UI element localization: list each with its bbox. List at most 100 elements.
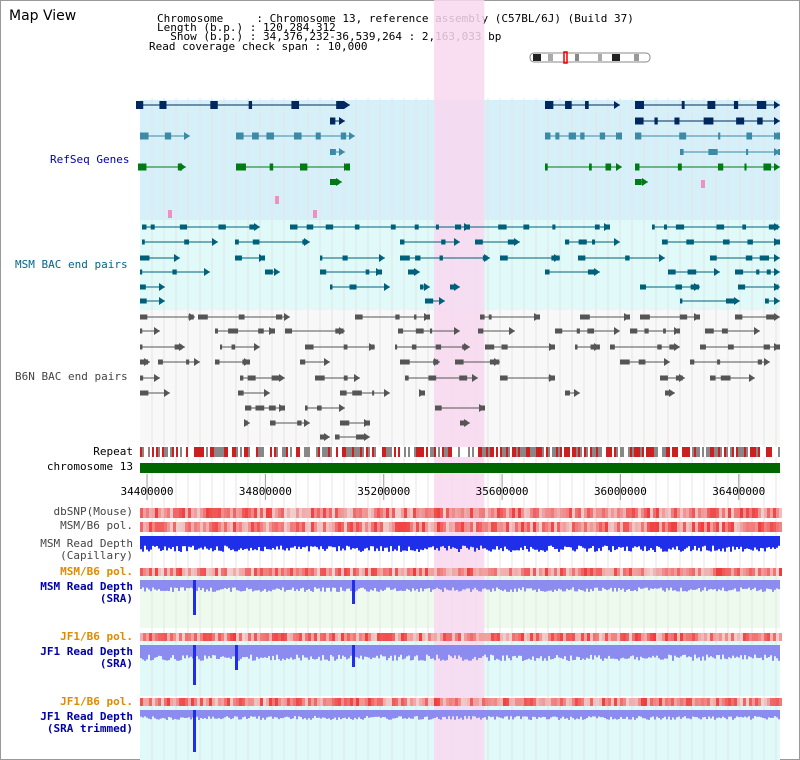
b6n-bac-pair-exon xyxy=(340,390,347,396)
repeat-segment xyxy=(758,447,760,457)
repeat-segment xyxy=(754,447,756,457)
jf1-b6-pol-heat-2 xyxy=(386,698,389,706)
jf1-b6-pol-heat xyxy=(749,633,752,641)
dbsnp-heat xyxy=(491,508,494,518)
msm-capillary-depth xyxy=(342,536,344,549)
msm-b6-pol-heat-2 xyxy=(263,568,266,576)
dbsnp-heat xyxy=(536,508,539,518)
jf1-b6-pol-heat-2 xyxy=(674,698,677,706)
msm-sra-depth xyxy=(528,580,530,589)
repeat-segment xyxy=(400,447,402,457)
msm-capillary-depth xyxy=(586,536,588,552)
jf1-b6-pol-heat-2 xyxy=(614,698,617,706)
jf1-sra-depth xyxy=(578,645,580,658)
msm-bac-pair-exon xyxy=(320,269,327,275)
msm-capillary-depth xyxy=(714,536,716,551)
track-label-msm-read-depth-sra[interactable]: MSM Read Depth xyxy=(40,580,133,593)
jf1-b6-pol-heat-2 xyxy=(251,698,254,706)
jf1-trim-depth xyxy=(732,710,734,720)
msm-b6-pol-heat xyxy=(266,522,269,532)
msm-capillary-depth xyxy=(642,536,644,551)
msm-bac-pair-arrow xyxy=(714,268,720,276)
repeat-segment xyxy=(180,447,182,457)
jf1-trim-depth xyxy=(352,710,354,720)
msm-sra-depth xyxy=(710,580,712,589)
jf1-b6-pol-heat xyxy=(458,633,461,641)
msm-b6-pol-heat xyxy=(446,522,449,532)
jf1-b6-pol-heat-2 xyxy=(446,698,449,706)
msm-capillary-depth xyxy=(310,536,312,547)
msm-sra-depth xyxy=(228,580,230,588)
jf1-sra-depth xyxy=(230,645,232,659)
jf1-b6-pol-heat xyxy=(530,633,533,641)
b6n-bac-pair-arrow xyxy=(464,419,470,427)
msm-sra-depth xyxy=(756,580,758,592)
msm-bac-pair-exon xyxy=(235,239,239,245)
jf1-b6-pol-heat-2 xyxy=(542,698,545,706)
repeat-segment xyxy=(174,447,176,457)
jf1-b6-pol-heat-2 xyxy=(263,698,266,706)
msm-b6-pol-heat xyxy=(167,522,170,532)
msm-capillary-depth xyxy=(558,536,560,552)
track-label-jf1-read-depth-sra[interactable]: JF1 Read Depth xyxy=(40,645,133,658)
jf1-sra-depth xyxy=(362,645,364,660)
msm-b6-pol-heat xyxy=(281,522,284,532)
track-label-refseq[interactable]: RefSeq Genes xyxy=(50,153,130,166)
track-label-msm-b6-pol-2[interactable]: MSM/B6 pol. xyxy=(60,565,133,578)
jf1-trim-depth xyxy=(434,710,436,718)
msm-sra-depth xyxy=(166,580,168,591)
jf1-trim-depth xyxy=(292,710,294,719)
jf1-b6-pol-heat xyxy=(404,633,407,641)
dbsnp-heat xyxy=(500,508,503,518)
track-label-msm-bac[interactable]: MSM BAC end pairs xyxy=(15,258,128,271)
track-label-jf1-b6-pol[interactable]: JF1/B6 pol. xyxy=(60,630,133,643)
b6n-bac-pair-exon xyxy=(700,344,706,350)
jf1-trim-depth xyxy=(720,710,722,719)
jf1-b6-pol-heat xyxy=(173,633,176,641)
jf1-b6-pol-heat xyxy=(662,633,665,641)
jf1-b6-pol-heat-2 xyxy=(152,698,155,706)
b6n-bac-pair-exon xyxy=(638,359,646,365)
msm-b6-pol-heat xyxy=(566,522,569,532)
refseq-gene-arrow xyxy=(642,178,648,186)
msm-b6-pol-heat xyxy=(272,522,275,532)
msm-capillary-depth xyxy=(374,536,376,552)
track-label-jf1-read-depth-trim[interactable]: JF1 Read Depth xyxy=(40,710,133,723)
repeat-segment xyxy=(778,447,780,457)
jf1-b6-pol-heat-2 xyxy=(176,698,179,706)
repeat-segment xyxy=(722,447,724,457)
track-label-dbsnp[interactable]: dbSNP(Mouse) xyxy=(53,505,133,518)
msm-capillary-depth xyxy=(338,536,340,547)
jf1-sra-depth xyxy=(538,645,540,659)
repeat-segment xyxy=(394,447,396,457)
jf1-sra-depth xyxy=(288,645,290,660)
jf1-b6-pol-heat-2 xyxy=(623,698,626,706)
jf1-trim-depth xyxy=(562,710,564,717)
msm-b6-pol-heat xyxy=(521,522,524,532)
msm-capillary-depth xyxy=(286,536,288,549)
msm-b6-pol-heat xyxy=(740,522,743,532)
repeat-segment xyxy=(774,447,776,457)
msm-b6-pol-heat-2 xyxy=(398,568,401,576)
jf1-b6-pol-heat-2 xyxy=(374,698,377,706)
jf1-sra-depth xyxy=(776,645,778,659)
jf1-sra-depth xyxy=(182,645,184,656)
dbsnp-heat xyxy=(728,508,731,518)
msm-sra-depth xyxy=(708,580,710,590)
track-label-b6n-bac[interactable]: B6N BAC end pairs xyxy=(15,370,128,383)
dbsnp-heat xyxy=(701,508,704,518)
msm-sra-depth xyxy=(362,580,364,588)
track-label-jf1-b6-pol-2[interactable]: JF1/B6 pol. xyxy=(60,695,133,708)
refseq-gene-arrow xyxy=(339,117,345,125)
jf1-sra-depth xyxy=(368,645,370,658)
jf1-sra-depth xyxy=(296,645,298,655)
jf1-b6-pol-heat xyxy=(329,633,332,641)
jf1-sra-depth xyxy=(664,645,666,659)
track-label-msm-b6-pol[interactable]: MSM/B6 pol. xyxy=(60,519,133,532)
msm-b6-pol-heat xyxy=(659,522,662,532)
msm-capillary-depth xyxy=(398,536,400,546)
jf1-b6-pol-heat xyxy=(509,633,512,641)
msm-b6-pol-heat-2 xyxy=(482,568,485,576)
track-label-msm-read-depth-cap[interactable]: MSM Read Depth xyxy=(40,537,133,550)
